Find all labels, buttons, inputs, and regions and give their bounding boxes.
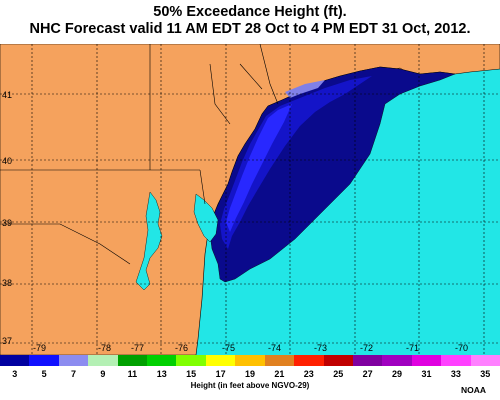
surge-light-harbor (285, 80, 325, 98)
legend-swatch (0, 355, 30, 366)
lon-label-71: -71 (406, 343, 420, 353)
lon-label-73: -73 (314, 343, 328, 353)
lon-label-77: -77 (131, 343, 145, 353)
surge-bright-band (226, 104, 292, 232)
legend-value: 31 (421, 369, 432, 379)
legend-swatch (205, 355, 236, 366)
legend-swatch (117, 355, 148, 366)
legend-swatch (176, 355, 207, 366)
legend-swatch (470, 355, 500, 366)
legend-swatch (58, 355, 89, 366)
legend-value: 35 (480, 369, 491, 379)
chesapeake-bay (135, 191, 163, 291)
legend-swatch (441, 355, 472, 366)
legend-swatch (382, 355, 413, 366)
lat-label-39: 39 (2, 218, 13, 228)
legend-value: 33 (450, 369, 461, 379)
surge-map (0, 44, 500, 355)
lat-label-38: 38 (2, 278, 13, 288)
lat-label-41: 41 (2, 90, 13, 100)
legend-swatch (352, 355, 383, 366)
legend-swatch (264, 355, 295, 366)
legend-value: 27 (362, 369, 373, 379)
legend-value: 17 (215, 369, 226, 379)
legend-value: 19 (244, 369, 255, 379)
lat-label-40: 40 (2, 156, 13, 166)
legend-value: 11 (127, 369, 138, 379)
legend-value: 9 (100, 369, 106, 379)
legend-swatch (29, 355, 60, 366)
lon-label-75: -75 (222, 343, 236, 353)
lon-label-79: -79 (33, 343, 47, 353)
lat-label-37: 37 (2, 336, 13, 346)
lon-label-72: -72 (360, 343, 374, 353)
legend-value: 23 (303, 369, 314, 379)
lon-label-78: -78 (98, 343, 112, 353)
legend-swatch (147, 355, 177, 366)
legend-swatch (411, 355, 442, 366)
lon-label-74: -74 (268, 343, 282, 353)
legend-units-label: Height (in feet above NGVO-29) (190, 381, 310, 390)
legend-value: 5 (41, 369, 47, 379)
lon-label-70: -70 (455, 343, 469, 353)
legend-value: 7 (71, 369, 77, 379)
map-title: 50% Exceedance Height (ft). (153, 4, 347, 20)
latlon-grid (0, 44, 500, 355)
state-borders (0, 44, 279, 265)
legend-value: 15 (186, 369, 197, 379)
legend-swatch (235, 355, 266, 366)
legend-value: 25 (333, 369, 344, 379)
delaware-bay (193, 193, 219, 243)
legend-colorbar (0, 355, 500, 366)
legend-swatch (88, 355, 119, 366)
lon-label-76: -76 (175, 343, 189, 353)
legend-swatch (323, 355, 354, 366)
noaa-credit: NOAA (460, 385, 486, 395)
legend-value: 29 (392, 369, 403, 379)
legend-value: 13 (156, 369, 167, 379)
legend-value: 3 (12, 369, 18, 379)
map-subtitle: NHC Forecast valid 11 AM EDT 28 Oct to 4… (29, 21, 471, 37)
legend-value: 21 (274, 369, 285, 379)
legend-swatch (294, 355, 325, 366)
